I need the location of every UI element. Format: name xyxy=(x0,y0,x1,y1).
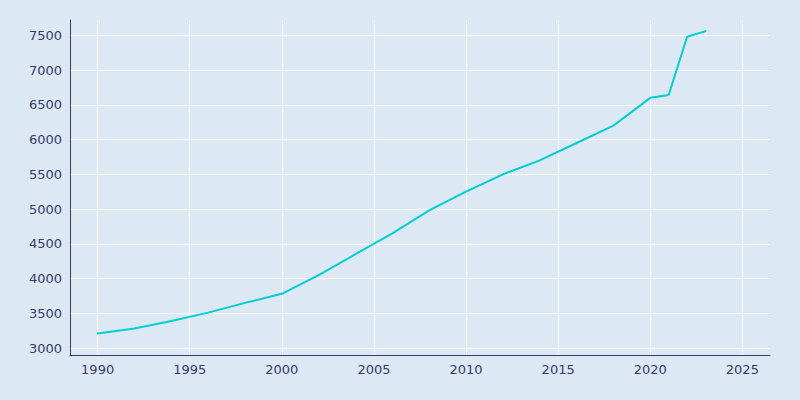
svg-text:5500: 5500 xyxy=(29,167,62,182)
svg-text:3000: 3000 xyxy=(29,341,62,356)
svg-text:1995: 1995 xyxy=(173,362,206,377)
svg-text:6500: 6500 xyxy=(29,97,62,112)
svg-text:7000: 7000 xyxy=(29,63,62,78)
svg-text:2000: 2000 xyxy=(265,362,298,377)
svg-text:4500: 4500 xyxy=(29,236,62,251)
svg-text:1990: 1990 xyxy=(81,362,114,377)
svg-text:5000: 5000 xyxy=(29,202,62,217)
svg-text:4000: 4000 xyxy=(29,271,62,286)
svg-text:6000: 6000 xyxy=(29,132,62,147)
svg-text:2020: 2020 xyxy=(634,362,667,377)
svg-text:3500: 3500 xyxy=(29,306,62,321)
svg-text:2010: 2010 xyxy=(450,362,483,377)
svg-text:7500: 7500 xyxy=(29,28,62,43)
svg-text:2015: 2015 xyxy=(542,362,575,377)
svg-text:2005: 2005 xyxy=(357,362,390,377)
svg-text:2025: 2025 xyxy=(726,362,759,377)
